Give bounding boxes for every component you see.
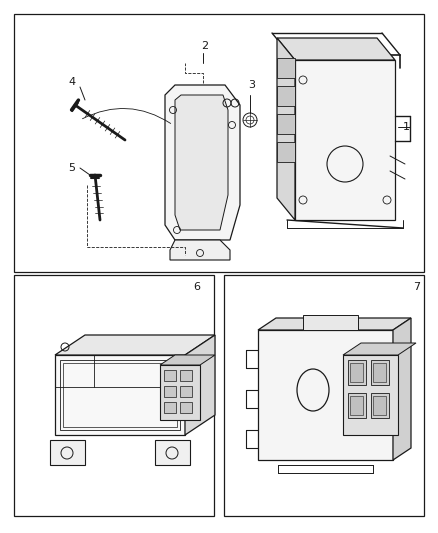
Bar xyxy=(224,275,424,516)
Polygon shape xyxy=(155,440,190,465)
Polygon shape xyxy=(393,318,411,460)
Bar xyxy=(14,14,424,272)
Bar xyxy=(350,363,363,382)
Polygon shape xyxy=(55,355,185,435)
Polygon shape xyxy=(277,86,295,106)
Bar xyxy=(164,402,176,413)
Bar xyxy=(350,396,363,415)
Polygon shape xyxy=(258,330,393,460)
Polygon shape xyxy=(50,440,85,465)
Bar xyxy=(303,315,358,330)
Polygon shape xyxy=(277,142,295,162)
Polygon shape xyxy=(170,240,230,260)
Bar xyxy=(373,363,386,382)
Bar xyxy=(14,275,214,516)
Bar xyxy=(373,396,386,415)
Polygon shape xyxy=(258,318,411,330)
Polygon shape xyxy=(295,60,395,220)
Bar xyxy=(371,393,389,418)
Polygon shape xyxy=(185,335,215,435)
Bar xyxy=(348,360,366,385)
Text: 1: 1 xyxy=(403,122,410,132)
Text: 6: 6 xyxy=(193,282,200,292)
Bar xyxy=(180,402,192,413)
Text: 2: 2 xyxy=(201,41,208,51)
Bar xyxy=(164,370,176,381)
Polygon shape xyxy=(343,343,416,355)
Polygon shape xyxy=(160,355,215,365)
Polygon shape xyxy=(277,114,295,134)
Text: 4: 4 xyxy=(68,77,76,87)
Bar xyxy=(60,360,180,430)
Bar xyxy=(348,393,366,418)
Bar xyxy=(63,363,177,427)
Polygon shape xyxy=(55,335,215,355)
Text: 7: 7 xyxy=(413,282,420,292)
Polygon shape xyxy=(277,58,295,78)
Text: 3: 3 xyxy=(248,80,255,90)
Bar xyxy=(180,370,192,381)
Polygon shape xyxy=(160,365,200,420)
Polygon shape xyxy=(343,355,398,435)
Polygon shape xyxy=(277,38,395,60)
Bar xyxy=(371,360,389,385)
Bar xyxy=(180,386,192,397)
Polygon shape xyxy=(175,95,228,230)
Text: 5: 5 xyxy=(68,163,75,173)
Polygon shape xyxy=(277,38,295,220)
Bar xyxy=(164,386,176,397)
Polygon shape xyxy=(165,85,240,240)
